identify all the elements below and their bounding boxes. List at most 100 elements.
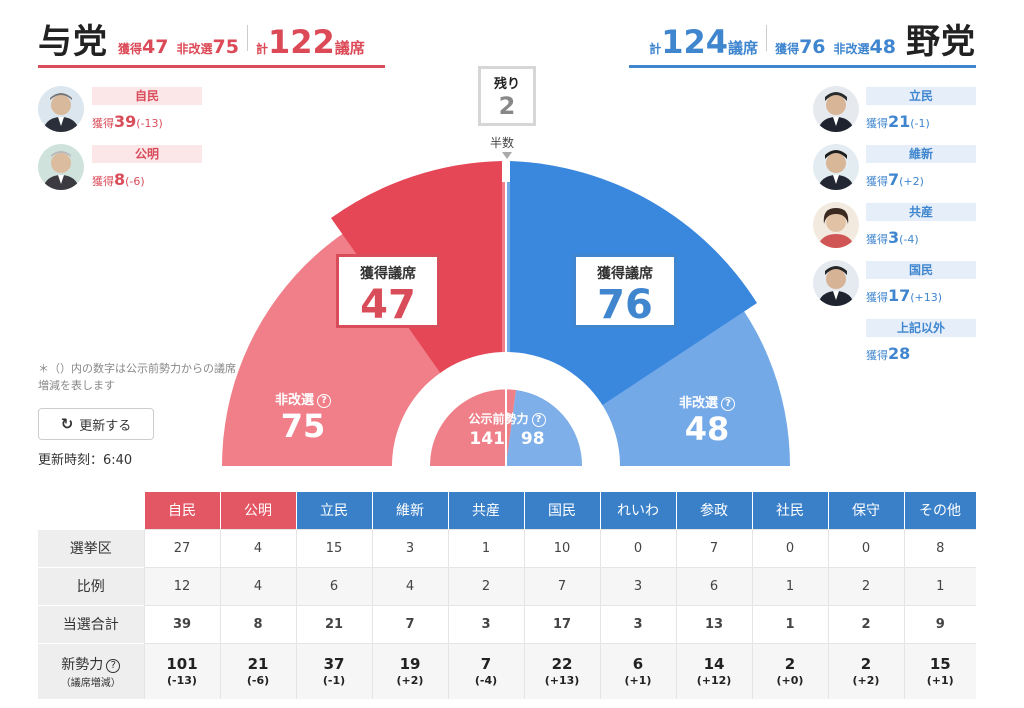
- table-cell: 101 (-13): [143, 642, 220, 699]
- remaining-value: 2: [498, 92, 516, 120]
- row-label: 選挙区: [38, 528, 144, 567]
- table-cell: 4: [219, 566, 296, 605]
- opposition-total: 124: [661, 23, 729, 61]
- table-cell: 7 (-4): [447, 642, 524, 699]
- question-circle-icon[interactable]: ?: [317, 394, 331, 408]
- party-card-kokumin: 国民 獲得17(+13): [813, 260, 976, 306]
- ruling-nonup: 75: [212, 36, 239, 58]
- remaining-label: 残り: [493, 77, 520, 92]
- nonup-label: 非改選: [274, 393, 314, 408]
- table-cell: 15: [295, 528, 372, 567]
- row-label: 新勢力? （議席増減）: [38, 642, 144, 699]
- column-header: 参政: [676, 492, 753, 529]
- party-card-jimin: 自民 獲得39(-13): [38, 86, 208, 132]
- opposition-won-value: 76: [597, 282, 653, 328]
- table-cell: 19 (+2): [371, 642, 448, 699]
- column-header: その他: [904, 492, 977, 529]
- prev-opposition-value: 98: [520, 429, 545, 449]
- question-circle-icon[interactable]: ?: [106, 658, 121, 673]
- table-row-new-power: 新勢力? （議席増減） 101 (-13) 21 (-6) 37 (-1) 19 (+2…: [38, 642, 976, 699]
- table-cell: 14 (+12): [675, 642, 752, 699]
- table-cell: 1: [751, 604, 828, 643]
- refresh-label: 更新する: [79, 418, 132, 434]
- table-cell: 17: [523, 604, 600, 643]
- party-stat: 獲得28: [866, 344, 911, 363]
- table-cell: 2 (+2): [827, 642, 904, 699]
- table-cell: 7: [523, 566, 600, 605]
- opposition-won: 76: [799, 36, 826, 58]
- party-name: 上記以外: [866, 319, 976, 337]
- opposition-title: 野党: [906, 22, 976, 62]
- column-header: 維新: [372, 492, 449, 529]
- table-header-row: 自民 公明 立民 維新 共産 国民 れいわ 参政 社民 保守 その他: [38, 492, 977, 529]
- ruling-title: 与党: [38, 22, 108, 62]
- column-header: 国民: [524, 492, 601, 529]
- party-card-kyosan: 共産 獲得3(-4): [813, 202, 976, 248]
- table-cell: 3: [447, 604, 524, 643]
- opposition-header: 計 124 議席 獲得 76 非改選 48 野党: [629, 14, 976, 68]
- party-card-rikken: 立民 獲得21(-1): [813, 86, 976, 132]
- opposition-nonup-display: 非改選? 48: [652, 392, 762, 447]
- ruling-prev-sector: [429, 389, 516, 466]
- opposition-nonup-value: 48: [684, 410, 730, 448]
- table-row-district: 選挙区 27 4 15 3 1 10 0 7 0 0 8: [38, 528, 976, 567]
- party-stat: 獲得3(-4): [866, 228, 919, 247]
- column-header: 社民: [752, 492, 829, 529]
- won-label: 獲得議席: [360, 266, 416, 282]
- column-header: 立民: [296, 492, 373, 529]
- column-header: 共産: [448, 492, 525, 529]
- table-cell: 4: [219, 528, 296, 567]
- ruling-won-label: 獲得: [118, 42, 143, 56]
- table-cell: 1: [447, 528, 524, 567]
- table-cell: 3: [599, 566, 676, 605]
- prev-ruling-value: 141: [469, 429, 505, 449]
- ruling-nonup-label: 非改選: [176, 42, 213, 56]
- half-label: 半数: [490, 136, 515, 150]
- table-cell: 1: [903, 566, 976, 605]
- party-name: 立民: [866, 87, 976, 105]
- table-cell: 37 (-1): [295, 642, 372, 699]
- question-circle-icon[interactable]: ?: [721, 397, 735, 411]
- previous-power-display: 公示前勢力? 141 98: [454, 410, 560, 449]
- question-circle-icon[interactable]: ?: [531, 413, 546, 427]
- avatar: [38, 86, 84, 132]
- ruling-total: 122: [267, 23, 335, 61]
- column-header: 自民: [144, 492, 221, 529]
- table-cell: 0: [599, 528, 676, 567]
- party-stat: 獲得8(-6): [92, 170, 145, 189]
- party-name: 公明: [92, 145, 202, 163]
- table-cell: 0: [827, 528, 904, 567]
- table-cell: 4: [371, 566, 448, 605]
- party-card-komei: 公明 獲得8(-6): [38, 144, 208, 190]
- opposition-prev-sector: [506, 390, 583, 466]
- column-header: れいわ: [600, 492, 677, 529]
- remaining-box: 残り 2: [478, 66, 536, 126]
- opposition-nonup: 48: [869, 36, 896, 58]
- table-cell: 22 (+13): [523, 642, 600, 699]
- table-cell: 6: [295, 566, 372, 605]
- table-cell: 27: [143, 528, 220, 567]
- avatar: [813, 144, 859, 190]
- ruling-won-box: 獲得議席 47: [336, 254, 440, 328]
- row-sublabel: （議席増減）: [60, 677, 121, 689]
- seat-table: 自民 公明 立民 維新 共産 国民 れいわ 参政 社民 保守 その他 選挙区 2…: [38, 492, 977, 699]
- table-cell: 15 (+1): [903, 642, 976, 699]
- column-header: 公明: [220, 492, 297, 529]
- table-cell: 0: [751, 528, 828, 567]
- table-cell: 2: [827, 566, 904, 605]
- party-name: 共産: [866, 203, 976, 221]
- divider: [246, 25, 248, 51]
- party-stat: 獲得17(+13): [866, 286, 943, 305]
- party-stat: 獲得39(-13): [92, 112, 163, 131]
- table-cell: 9: [903, 604, 976, 643]
- refresh-button[interactable]: ↻ 更新する: [38, 408, 154, 440]
- updated-time: 更新時刻：6:40: [38, 453, 133, 468]
- ruling-seat-label: 議席: [334, 39, 365, 57]
- footnote: ＊（）内の数字は公示前勢力からの議席増減を表します: [38, 362, 236, 392]
- opposition-total-label: 計: [649, 42, 662, 56]
- table-cell: 7: [371, 604, 448, 643]
- table-cell: 2 (+0): [751, 642, 828, 699]
- party-name: 維新: [866, 145, 976, 163]
- ruling-won-value: 47: [360, 282, 416, 328]
- table-cell: 12: [143, 566, 220, 605]
